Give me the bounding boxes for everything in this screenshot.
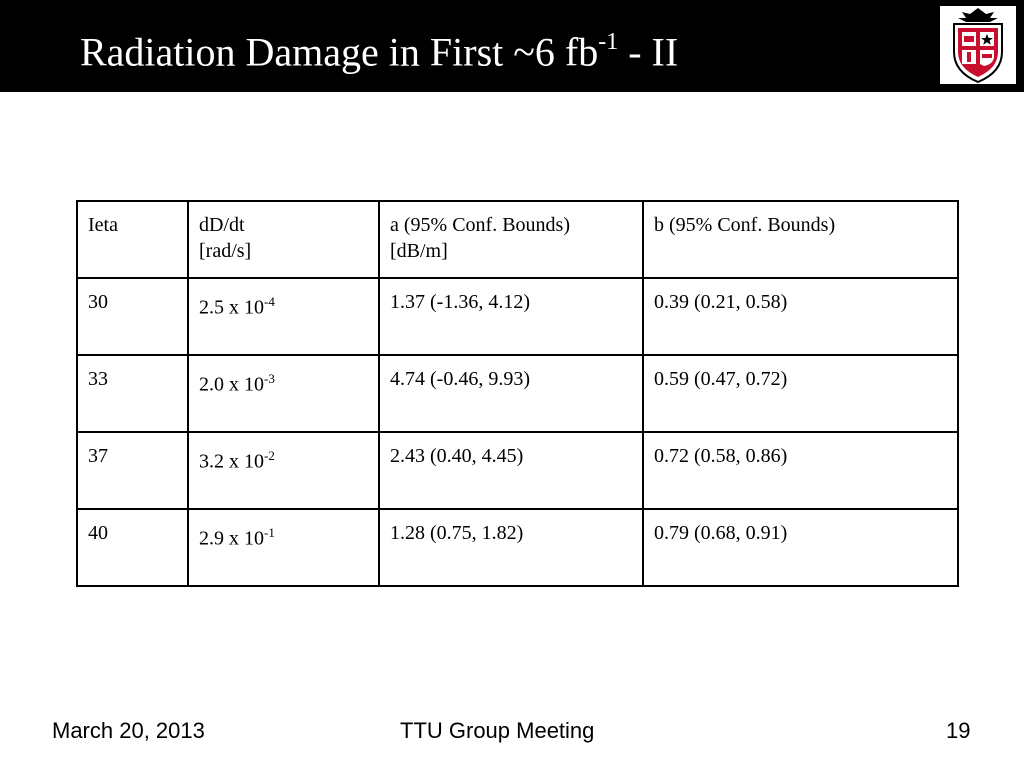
cell-a: 4.74 (-0.46, 9.93) <box>378 354 644 433</box>
cell-dddt-exponent: -2 <box>264 448 275 463</box>
header-dddt-line1: dD/dt <box>199 214 245 236</box>
footer-date: March 20, 2013 <box>52 718 205 743</box>
header-a-line2: [dB/m] <box>390 240 448 262</box>
cell-b: 0.79 (0.68, 0.91) <box>642 508 959 587</box>
table-row: 37 3.2 x 10-2 2.43 (0.40, 4.45) 0.72 (0.… <box>76 431 959 510</box>
cell-ieta: 40 <box>76 508 189 587</box>
slide-title: Radiation Damage in First ~6 fb-1 - II <box>80 14 678 82</box>
title-tail: - II <box>618 29 679 75</box>
footer-page-number: 19 <box>946 718 971 743</box>
table-row: 33 2.0 x 10-3 4.74 (-0.46, 9.93) 0.59 (0… <box>76 354 959 433</box>
ttu-shield-logo-icon <box>940 6 1016 84</box>
cell-b: 0.59 (0.47, 0.72) <box>642 354 959 433</box>
header-dddt-line2: [rad/s] <box>199 240 252 262</box>
cell-dddt: 2.0 x 10-3 <box>187 354 380 433</box>
cell-dddt: 2.9 x 10-1 <box>187 508 380 587</box>
cell-dddt: 3.2 x 10-2 <box>187 431 380 510</box>
table-row: 40 2.9 x 10-1 1.28 (0.75, 1.82) 0.79 (0.… <box>76 508 959 587</box>
header-a: a (95% Conf. Bounds) [dB/m] <box>378 200 644 279</box>
cell-ieta: 37 <box>76 431 189 510</box>
table-header-row: Ieta dD/dt [rad/s] a (95% Conf. Bounds) [d… <box>76 200 959 279</box>
cell-ieta: 33 <box>76 354 189 433</box>
cell-a: 1.37 (-1.36, 4.12) <box>378 277 644 356</box>
title-main: Radiation Damage in First ~6 fb <box>80 29 599 75</box>
cell-b: 0.39 (0.21, 0.58) <box>642 277 959 356</box>
cell-dddt-base: 2.0 x 10 <box>199 373 264 396</box>
header-dddt: dD/dt [rad/s] <box>187 200 380 279</box>
title-superscript: -1 <box>598 29 619 55</box>
cell-a: 2.43 (0.40, 4.45) <box>378 431 644 510</box>
cell-ieta: 30 <box>76 277 189 356</box>
cell-dddt-exponent: -4 <box>264 294 275 309</box>
cell-dddt-base: 2.9 x 10 <box>199 527 264 550</box>
table-row: 30 2.5 x 10-4 1.37 (-1.36, 4.12) 0.39 (0… <box>76 277 959 356</box>
header-a-line1: a (95% Conf. Bounds) <box>390 214 570 236</box>
cell-dddt-exponent: -1 <box>264 525 275 540</box>
cell-dddt: 2.5 x 10-4 <box>187 277 380 356</box>
cell-dddt-base: 2.5 x 10 <box>199 296 264 319</box>
header-b: b (95% Conf. Bounds) <box>642 200 959 279</box>
header-ieta: Ieta <box>76 200 189 279</box>
cell-b: 0.72 (0.58, 0.86) <box>642 431 959 510</box>
cell-a: 1.28 (0.75, 1.82) <box>378 508 644 587</box>
radiation-damage-table: Ieta dD/dt [rad/s] a (95% Conf. Bounds) [d… <box>76 200 959 587</box>
title-bar: Radiation Damage in First ~6 fb-1 - II <box>0 0 1024 92</box>
footer-meeting-title: TTU Group Meeting <box>400 718 595 743</box>
cell-dddt-base: 3.2 x 10 <box>199 450 264 473</box>
cell-dddt-exponent: -3 <box>264 371 275 386</box>
